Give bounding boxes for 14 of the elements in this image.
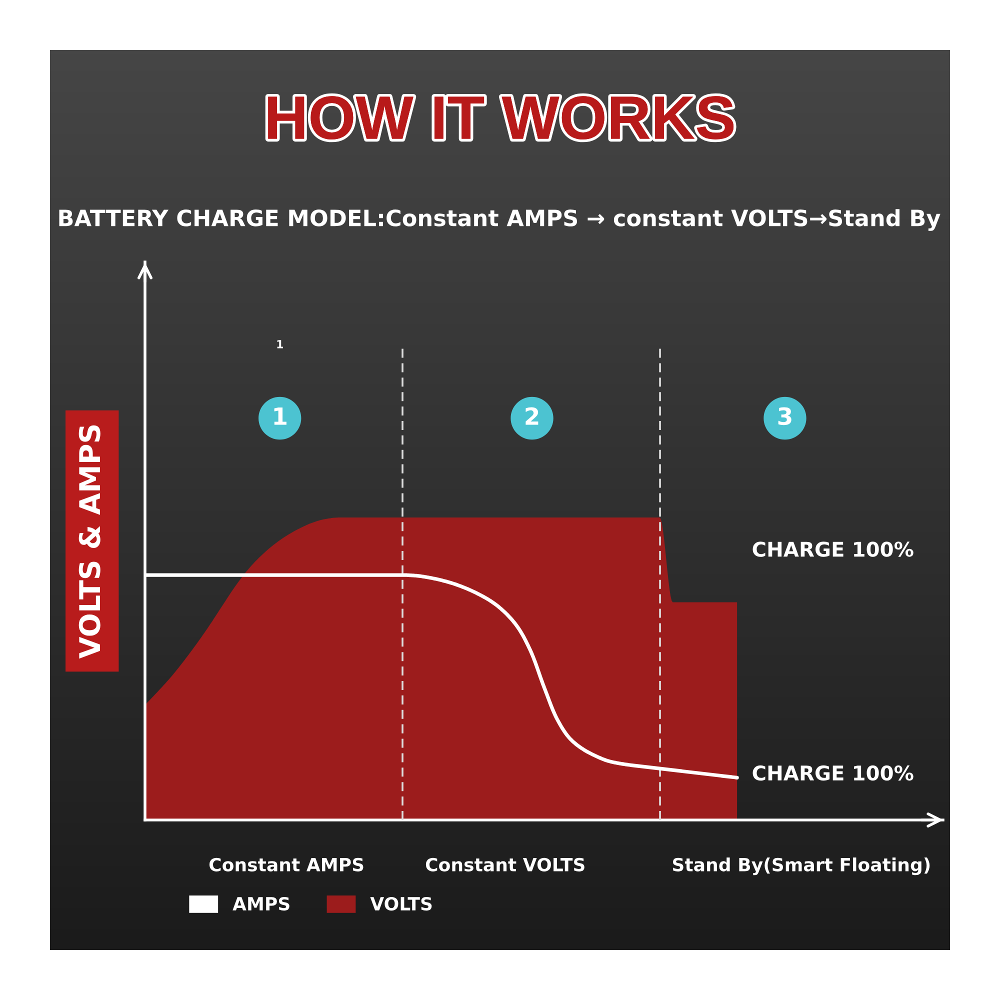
text: 2 (526, 407, 538, 425)
x-tick-label: Constant VOLTS (426, 858, 584, 872)
text: 1 (277, 340, 283, 348)
chart-subtitle: BATTERY CHARGE MODEL:Constant AMPS → constant VOLTS→Stand By (59, 209, 940, 231)
annotation: CHARGE 100% (752, 765, 914, 781)
chart-title: HOW IT WORKS (268, 96, 734, 140)
annotation: CHARGE 100% (752, 542, 914, 557)
text: 3 (778, 407, 792, 426)
text: 1 (274, 408, 286, 425)
x-tick-label: Constant AMPS (209, 858, 364, 872)
legend-label: VOLTS (370, 896, 432, 911)
x-tick-label: Stand By(Smart Floating) (672, 858, 930, 876)
y-axis-title: VOLTS & AMPS (78, 425, 100, 659)
legend-label: AMPS (232, 896, 290, 911)
